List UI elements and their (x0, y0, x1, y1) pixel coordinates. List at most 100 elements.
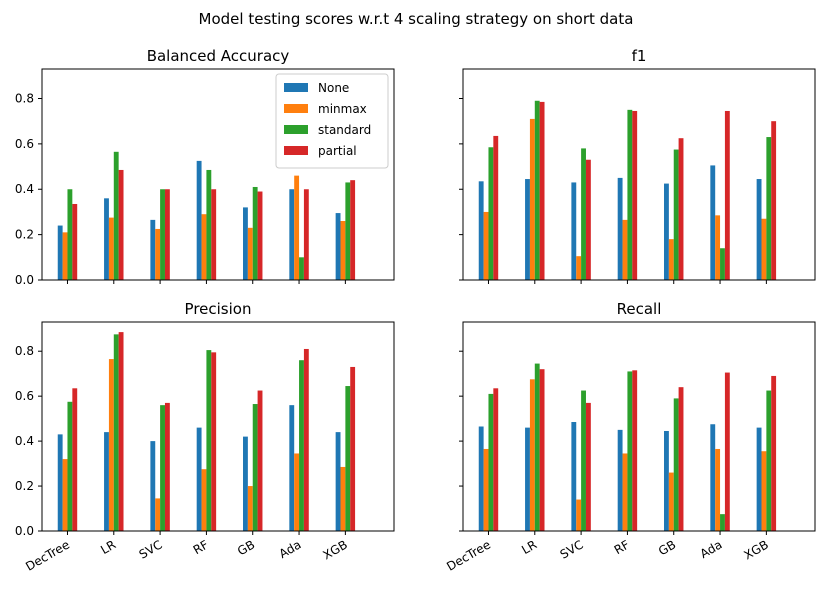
bar-standard-svc (581, 390, 586, 531)
bar-none-ada (710, 424, 716, 531)
bar-partial-svc (164, 402, 170, 531)
x-tick-label: RF (191, 537, 211, 557)
legend-label-standard: standard (318, 123, 371, 137)
bar-partial-svc (164, 189, 170, 280)
bar-standard-ada (299, 360, 304, 531)
bar-minmax-dectree (62, 459, 68, 531)
y-tick-label: 0.4 (15, 182, 34, 196)
bar-partial-svc (585, 402, 591, 531)
bar-minmax-svc (576, 256, 582, 280)
bar-minmax-svc (576, 499, 582, 531)
subplot-f1: f1 (459, 47, 816, 284)
x-tick-label: Ada (698, 537, 725, 561)
bar-none-svc (150, 219, 156, 280)
bar-standard-lr (534, 363, 540, 531)
legend-swatch-minmax (284, 104, 308, 113)
bar-minmax-rf (201, 214, 207, 280)
x-tick-label: LR (98, 537, 118, 557)
y-tick-label: 0.0 (15, 273, 34, 287)
bar-partial-dectree (493, 388, 499, 531)
bar-standard-dectree (488, 393, 494, 531)
bar-none-dectree (57, 434, 63, 531)
y-tick-label: 0.6 (15, 137, 34, 151)
y-tick-label: 0.2 (15, 479, 34, 493)
bar-partial-lr (539, 101, 545, 281)
bar-partial-dectree (72, 203, 78, 280)
bar-none-dectree (57, 225, 63, 280)
bar-partial-rf (211, 352, 217, 531)
legend-swatch-standard (284, 125, 308, 134)
legend-swatch-partial (284, 146, 308, 155)
bar-minmax-xgb (340, 221, 346, 280)
bar-partial-xgb (350, 366, 356, 531)
bar-none-gb (243, 436, 248, 531)
subplot-grid: Balanced Accuracy 0.0 0.2 0.4 0.6 0.8 None minm… (15, 47, 816, 574)
y-tick-label: 0.6 (15, 389, 34, 403)
bar-partial-xgb (350, 180, 356, 280)
bar-standard-gb (252, 404, 258, 531)
bar-none-rf (617, 429, 623, 531)
subplot-recall: Recall DecTree LR SVC RF GB Ada XGB (444, 300, 816, 574)
subplot-title: Recall (617, 300, 662, 318)
bar-standard-xgb (345, 182, 351, 280)
bar-standard-gb (673, 398, 679, 531)
legend-swatch-none (284, 83, 308, 92)
bar-standard-lr (113, 334, 119, 531)
bar-partial-ada (303, 189, 309, 280)
bar-none-svc (571, 182, 577, 280)
bar-minmax-dectree (483, 211, 489, 280)
bar-none-xgb (756, 427, 762, 531)
bar-minmax-lr (529, 379, 535, 531)
bar-standard-gb (252, 186, 258, 280)
bar-partial-ada (303, 348, 309, 531)
x-tick-label: XGB (321, 537, 350, 562)
bar-partial-gb (257, 390, 263, 531)
bar-partial-gb (257, 191, 263, 280)
bar-minmax-ada (715, 448, 721, 531)
bar-minmax-lr (529, 118, 535, 280)
legend-label-partial: partial (318, 144, 357, 158)
bar-none-gb (664, 430, 669, 531)
y-tick-label: 0.0 (15, 524, 34, 538)
bar-none-ada (710, 165, 716, 280)
subplot-precision: Precision 0.0 0.2 0.4 0.6 0.8 DecTree LR SVC RF GB… (15, 300, 395, 574)
bar-partial-dectree (493, 135, 499, 280)
bar-standard-svc (160, 189, 165, 280)
legend-box (275, 73, 389, 169)
bar-minmax-svc (155, 498, 161, 531)
bar-standard-lr (534, 100, 540, 280)
bar-standard-ada (299, 257, 304, 280)
bar-none-lr (104, 198, 109, 280)
legend-label-none: None (318, 81, 349, 95)
bar-partial-xgb (771, 121, 777, 281)
bar-partial-gb (678, 387, 684, 531)
y-tick-label: 0.8 (15, 344, 34, 358)
bar-partial-lr (539, 369, 545, 531)
bar-minmax-gb (668, 239, 674, 280)
bar-standard-rf (627, 109, 633, 280)
bar-none-rf (196, 427, 202, 531)
x-tick-label: XGB (742, 537, 771, 562)
bar-minmax-xgb (761, 218, 767, 280)
bar-standard-xgb (766, 137, 772, 280)
x-tick-label: GB (235, 537, 257, 558)
legend: None minmax standard partial (275, 73, 389, 169)
bar-minmax-xgb (340, 466, 346, 531)
y-tick-label: 0.2 (15, 228, 34, 242)
x-tick-label: Ada (277, 537, 304, 561)
bar-standard-gb (673, 149, 679, 280)
bar-none-rf (617, 177, 623, 280)
bar-partial-gb (678, 138, 684, 280)
bar-standard-svc (581, 148, 586, 280)
bar-partial-lr (118, 332, 124, 531)
bar-none-svc (571, 422, 577, 531)
x-tick-label: LR (519, 537, 539, 557)
bar-partial-ada (724, 372, 730, 531)
subplot-title: Precision (185, 300, 252, 318)
bar-standard-dectree (488, 147, 494, 280)
bar-none-dectree (478, 181, 484, 280)
bar-standard-ada (720, 248, 725, 280)
bar-minmax-dectree (62, 232, 68, 280)
y-tick-label: 0.8 (15, 91, 34, 105)
